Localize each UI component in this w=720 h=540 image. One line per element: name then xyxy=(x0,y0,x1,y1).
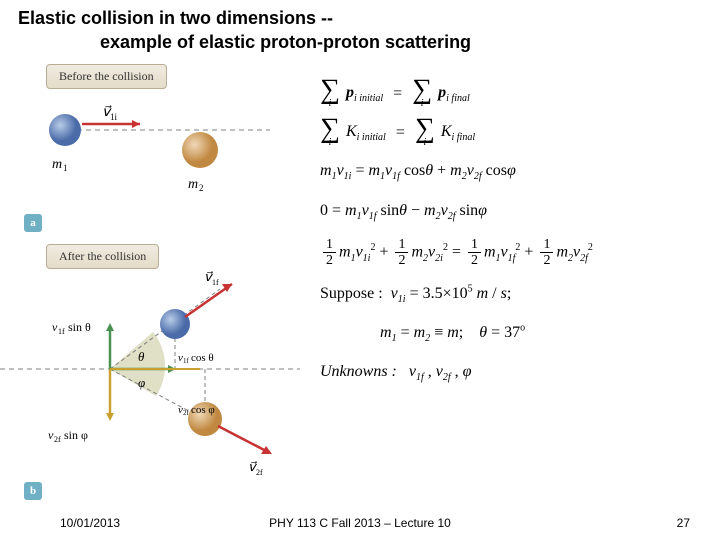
eq-given: m1 = m2 ≡ m; θ = 37o xyxy=(320,320,710,347)
before-collision-label: Before the collision xyxy=(46,64,167,89)
eq-suppose: Suppose : v1i = 3.5×105 m / s; xyxy=(320,281,710,308)
title-line-2: example of elastic proton-proton scatter… xyxy=(100,32,471,52)
eq-ke-conservation: ∑i Ki initial = ∑i Ki final xyxy=(320,119,710,146)
svg-text:cos φ: cos φ xyxy=(191,404,215,416)
svg-text:2f: 2f xyxy=(256,468,263,477)
svg-text:2f: 2f xyxy=(183,409,190,417)
svg-text:m: m xyxy=(52,157,62,172)
panel-tag-a: a xyxy=(24,214,42,232)
eq-x-momentum: m1v1i = m1v1f cosθ + m2v2f cosφ xyxy=(320,158,710,185)
eq-kinetic: 12m1v1i2 + 12m2v2i2 = 12m1v1f2 + 12m2v2f… xyxy=(320,237,710,269)
svg-text:cos θ: cos θ xyxy=(191,352,214,364)
after-collision-label: After the collision xyxy=(46,244,159,269)
svg-text:θ: θ xyxy=(138,349,145,364)
eq-momentum-conservation: ∑i pi initial = ∑i pi final xyxy=(320,80,710,107)
svg-text:2: 2 xyxy=(199,183,204,193)
slide-title: Elastic collision in two dimensions -- e… xyxy=(18,6,471,55)
before-collision-svg: v⃗ 1i m 1 m 2 xyxy=(10,90,290,210)
eq-unknowns: Unknowns : v1f , v2f , φ xyxy=(320,359,710,386)
eq-y-momentum: 0 = m1v1f sinθ − m2v2f sinφ xyxy=(320,198,710,225)
svg-text:sin φ: sin φ xyxy=(64,428,88,442)
collision-diagram: Before the collision v⃗ 1i m 1 m 2 a xyxy=(0,64,300,494)
svg-text:1: 1 xyxy=(63,163,68,173)
svg-text:1i: 1i xyxy=(110,112,118,122)
svg-text:m: m xyxy=(188,177,198,192)
svg-text:1f: 1f xyxy=(212,278,219,287)
svg-text:1f: 1f xyxy=(183,357,190,365)
equations-block: ∑i pi initial = ∑i pi final ∑i Ki initia… xyxy=(320,80,710,398)
footer-center: PHY 113 C Fall 2013 – Lecture 10 xyxy=(0,516,720,530)
svg-text:2f: 2f xyxy=(54,435,61,444)
svg-text:sin θ: sin θ xyxy=(68,320,91,334)
title-line-1: Elastic collision in two dimensions -- xyxy=(18,8,333,28)
svg-text:φ: φ xyxy=(138,375,145,390)
panel-tag-b: b xyxy=(24,482,42,500)
svg-text:1f: 1f xyxy=(58,327,65,336)
after-collision-svg: v⃗ 1f v⃗ 2f θ φ v 1f sin θ v 1f cos θ v … xyxy=(0,269,300,479)
